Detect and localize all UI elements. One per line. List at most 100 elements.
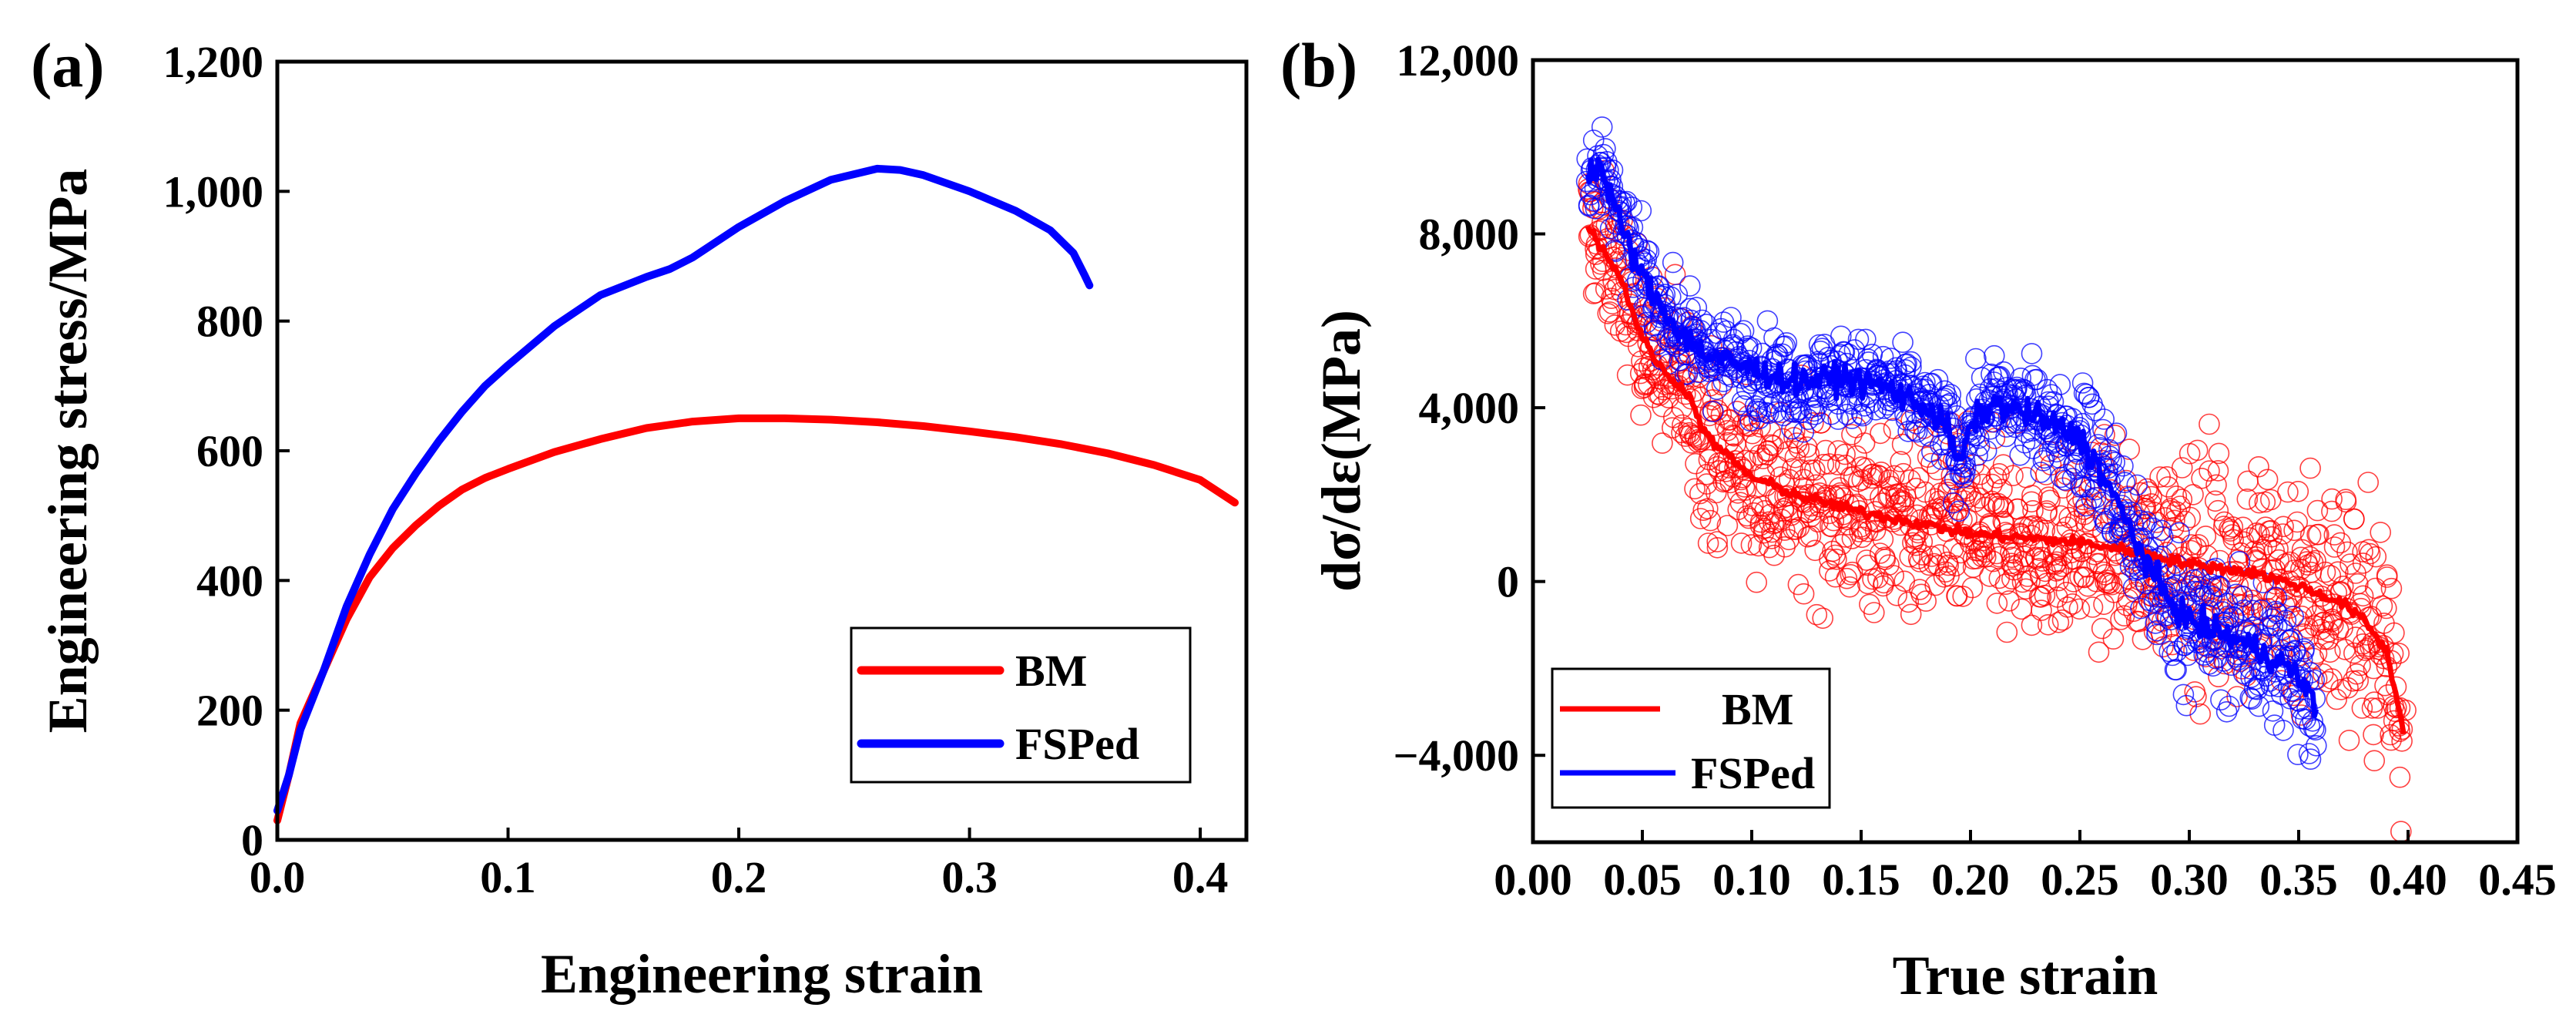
panel-b-bm-point	[2045, 560, 2068, 582]
panel-b-fsped-point	[2172, 683, 2195, 706]
panel-b-bm-point	[1893, 462, 1914, 485]
panel-b-bm-point	[1984, 492, 2005, 515]
panel-b-bm-point	[1813, 453, 1835, 475]
panel-b-fsped-point	[1731, 391, 1753, 413]
panel-b-bm-point	[1742, 422, 1763, 445]
panel-b-bm-point	[2268, 549, 2289, 571]
panel-b-bm-point	[2128, 610, 2150, 633]
panel-b-fsped-point	[2287, 744, 2309, 766]
panel-b-bm-point	[2248, 455, 2269, 478]
panel-b-bm-point	[1938, 565, 1960, 587]
panel-b-bm-point	[1991, 479, 2013, 501]
panel-b-bm-point	[2068, 598, 2091, 620]
panel-b-fsped-point	[1894, 354, 1917, 375]
panel-b-x-tick-label: 0.00	[1494, 855, 1572, 905]
panel-a-y-tick-label: 800	[196, 297, 263, 347]
panel-b-fsped-point	[1638, 240, 1660, 263]
panel-b-bm-point	[2346, 663, 2367, 685]
panel-b-fsped-point	[2010, 367, 2031, 389]
panel-b-bm-point	[1986, 593, 2008, 614]
panel-b-fsped-point	[1900, 356, 1922, 378]
panel-b-bm-point	[1582, 283, 1605, 304]
panel-b-bm-point	[2022, 499, 2044, 522]
panel-b-bm-point	[1798, 443, 1820, 465]
panel-b-bm-point	[1900, 603, 1922, 626]
panel-a-x-tick-label: 0.0	[250, 852, 306, 902]
panel-b-fsped-point	[1662, 251, 1684, 274]
panel-b-bm-point	[2343, 508, 2365, 530]
panel-b-bm-point	[2237, 470, 2259, 492]
panel-b-x-axis-label: True strain	[1893, 945, 2158, 1006]
panel-b-bm-point	[1839, 576, 1860, 598]
panel-b-bm-point	[2356, 637, 2378, 660]
panel-b-bm-point	[2323, 536, 2346, 558]
panel-b-bm-point	[2037, 613, 2059, 636]
panel-b-bm-point	[2283, 519, 2305, 542]
panel-b-bm-point	[2336, 541, 2358, 563]
panel-b-bm-point	[1754, 499, 1776, 522]
panel-b-bm-point	[1851, 468, 1873, 491]
panel-b-bm-point	[2351, 697, 2373, 719]
panel-b-bm-point	[2306, 643, 2328, 664]
panel-b-fsped-point	[2262, 700, 2284, 722]
panel-b-fsped-point	[1906, 421, 1928, 443]
panel-b-y-tick-label: 0	[1497, 557, 1519, 607]
panel-b-fsped-point	[2084, 399, 2106, 421]
panel-b-fsped-point	[1954, 462, 1976, 484]
panel-b-bm-point	[2352, 541, 2373, 563]
panel-b-bm-point	[2383, 622, 2405, 644]
panel-b-bm-point	[1905, 477, 1927, 499]
panel-b-fsped-point	[2152, 526, 2174, 548]
panel-b-bm-point	[1863, 602, 1885, 623]
panel-b-bm-point	[2039, 489, 2061, 512]
panel-b-fsped-point	[2126, 474, 2148, 496]
panel-b-fsped-point	[2071, 372, 2094, 394]
panel-b-bm-point	[1996, 621, 2018, 643]
panel-b-bm-point	[2174, 510, 2196, 532]
panel-b-fsped-point	[2216, 593, 2239, 615]
panel-b-bm-point	[2036, 502, 2058, 524]
panel-a-y-tick-label: 1,200	[163, 37, 264, 87]
panel-b-fsped-point	[2096, 469, 2118, 492]
panel-b-fsped-point	[1896, 353, 1917, 374]
panel-b-bm-point	[1841, 424, 1863, 445]
panel-b-fsped-point	[1757, 402, 1779, 425]
panel-b-bm-point	[1870, 422, 1891, 445]
panel-b-bm-point	[1886, 584, 1907, 606]
panel-b-fsped-point	[2242, 599, 2264, 622]
panel-b-bm-point	[1706, 482, 1727, 504]
panel-b-bm-point	[2260, 519, 2282, 542]
panel-b-bm-point	[2093, 593, 2115, 616]
panel-b-bm-point	[1872, 529, 1894, 550]
panel-b-bm-point	[2296, 551, 2318, 573]
panel-b-bm-point	[1867, 464, 1889, 486]
panel-b-bm-point	[1619, 294, 1642, 315]
panel-b-fsped-point	[2085, 487, 2107, 509]
panel-b-bm-point	[2015, 466, 2038, 489]
panel-b-fsped-point	[1934, 388, 1956, 409]
panel-b-bm-point	[1786, 432, 1808, 454]
panel-b-bm-point	[2347, 670, 2369, 692]
panel-b-fsped-point	[2210, 689, 2232, 711]
panel-b-bm-point	[1998, 590, 2020, 612]
panel-b-bm-point	[1699, 509, 1722, 532]
panel-b-fsped-point	[1971, 367, 1993, 388]
panel-b-bm-point	[2205, 474, 2227, 496]
panel-b-bm-point	[1826, 454, 1849, 475]
panel-b-bm-point	[2380, 724, 2401, 746]
panel-b-x-tick-label: 0.45	[2478, 855, 2557, 905]
panel-b-fsped-point	[2305, 719, 2326, 741]
panel-b-bm-point	[1662, 417, 1683, 439]
panel-b-fsped-point	[2248, 695, 2270, 717]
panel-b-bm-point	[1785, 519, 1807, 540]
panel-a-legend: BM FSPed	[850, 626, 1192, 784]
panel-b-bm-point	[2359, 542, 2381, 565]
panel-b-bm-point	[1747, 535, 1769, 557]
panel-b-x-tick-label: 0.40	[2369, 855, 2447, 905]
panel-b-bm-point	[1907, 548, 1930, 569]
panel-b-bm-point	[2015, 531, 2038, 553]
panel-b-bm-point	[2034, 584, 2056, 606]
panel-b-bm-point	[2338, 729, 2360, 751]
panel-b-bm-point	[2001, 568, 2023, 590]
panel-b-fsped-point	[2231, 585, 2253, 607]
